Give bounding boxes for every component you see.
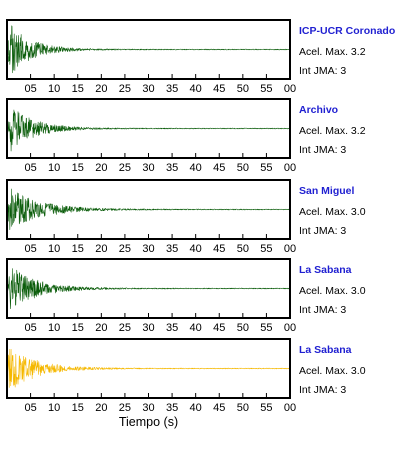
x-tick-label: 35 bbox=[166, 243, 178, 255]
x-tick-label: 55 bbox=[260, 162, 272, 174]
int-jma-label: Int JMA: 3 bbox=[299, 65, 346, 77]
station-label: ICP-UCR Coronado bbox=[299, 25, 395, 37]
x-tick-label: 15 bbox=[72, 83, 84, 95]
x-tick-label: 20 bbox=[95, 243, 107, 255]
waveform-trace bbox=[6, 188, 291, 230]
x-tick-label: 55 bbox=[260, 322, 272, 334]
int-jma-label: Int JMA: 3 bbox=[299, 225, 346, 237]
x-tick-label: 35 bbox=[166, 83, 178, 95]
x-tick-label: 15 bbox=[72, 322, 84, 334]
x-tick-label: 00 bbox=[284, 162, 296, 174]
x-tick-label: 05 bbox=[24, 83, 36, 95]
x-tick-label: 00 bbox=[284, 243, 296, 255]
x-tick-label: 00 bbox=[284, 322, 296, 334]
x-tick-label: 40 bbox=[190, 162, 202, 174]
x-tick-label: 35 bbox=[166, 402, 178, 414]
x-tick-label: 30 bbox=[142, 162, 154, 174]
x-tick-label: 05 bbox=[24, 402, 36, 414]
x-tick-label: 20 bbox=[95, 322, 107, 334]
x-tick-label: 20 bbox=[95, 83, 107, 95]
x-tick-label: 05 bbox=[24, 322, 36, 334]
x-tick-label: 55 bbox=[260, 402, 272, 414]
acel-max-label: Acel. Max. 3.2 bbox=[299, 46, 366, 58]
x-tick-label: 40 bbox=[190, 322, 202, 334]
x-tick-label: 40 bbox=[190, 83, 202, 95]
x-tick-label: 10 bbox=[48, 402, 60, 414]
x-tick-label: 35 bbox=[166, 322, 178, 334]
x-tick-label: 50 bbox=[237, 83, 249, 95]
acel-max-label: Acel. Max. 3.2 bbox=[299, 125, 366, 137]
int-jma-label: Int JMA: 3 bbox=[299, 304, 346, 316]
x-tick-label: 20 bbox=[95, 162, 107, 174]
x-tick-label: 25 bbox=[119, 83, 131, 95]
x-tick-label: 05 bbox=[24, 162, 36, 174]
x-tick-label: 45 bbox=[213, 402, 225, 414]
x-tick-label: 05 bbox=[24, 243, 36, 255]
x-tick-label: 55 bbox=[260, 243, 272, 255]
waveform-trace bbox=[6, 109, 291, 152]
x-tick-label: 40 bbox=[190, 243, 202, 255]
x-tick-label: 20 bbox=[95, 402, 107, 414]
x-tick-label: 10 bbox=[48, 162, 60, 174]
x-tick-label: 15 bbox=[72, 162, 84, 174]
x-tick-label: 30 bbox=[142, 402, 154, 414]
acel-max-label: Acel. Max. 3.0 bbox=[299, 365, 366, 377]
x-tick-label: 40 bbox=[190, 402, 202, 414]
x-tick-label: 35 bbox=[166, 162, 178, 174]
station-label: La Sabana bbox=[299, 344, 352, 356]
x-tick-label: 25 bbox=[119, 162, 131, 174]
x-tick-label: 25 bbox=[119, 402, 131, 414]
x-tick-label: 30 bbox=[142, 322, 154, 334]
x-tick-label: 45 bbox=[213, 162, 225, 174]
x-tick-label: 15 bbox=[72, 402, 84, 414]
x-tick-label: 25 bbox=[119, 322, 131, 334]
waveform-trace bbox=[6, 348, 291, 388]
x-tick-label: 50 bbox=[237, 243, 249, 255]
x-tick-label: 50 bbox=[237, 322, 249, 334]
x-tick-label: 50 bbox=[237, 402, 249, 414]
int-jma-label: Int JMA: 3 bbox=[299, 144, 346, 156]
x-tick-label: 30 bbox=[142, 83, 154, 95]
x-tick-label: 50 bbox=[237, 162, 249, 174]
acel-max-label: Acel. Max. 3.0 bbox=[299, 285, 366, 297]
waveform-trace bbox=[6, 268, 291, 310]
x-tick-label: 10 bbox=[48, 243, 60, 255]
station-label: La Sabana bbox=[299, 264, 352, 276]
x-tick-label: 00 bbox=[284, 402, 296, 414]
int-jma-label: Int JMA: 3 bbox=[299, 384, 346, 396]
x-tick-label: 30 bbox=[142, 243, 154, 255]
x-tick-label: 10 bbox=[48, 83, 60, 95]
x-tick-label: 45 bbox=[213, 243, 225, 255]
x-tick-label: 25 bbox=[119, 243, 131, 255]
x-tick-label: 45 bbox=[213, 322, 225, 334]
acel-max-label: Acel. Max. 3.0 bbox=[299, 206, 366, 218]
station-label: San Miguel bbox=[299, 185, 355, 197]
x-tick-label: 00 bbox=[284, 83, 296, 95]
x-tick-label: 55 bbox=[260, 83, 272, 95]
x-tick-label: 45 bbox=[213, 83, 225, 95]
x-tick-label: 15 bbox=[72, 243, 84, 255]
x-axis-label: Tiempo (s) bbox=[119, 415, 178, 429]
station-label: Archivo bbox=[299, 104, 338, 116]
waveform-trace bbox=[6, 25, 291, 74]
x-tick-label: 10 bbox=[48, 322, 60, 334]
